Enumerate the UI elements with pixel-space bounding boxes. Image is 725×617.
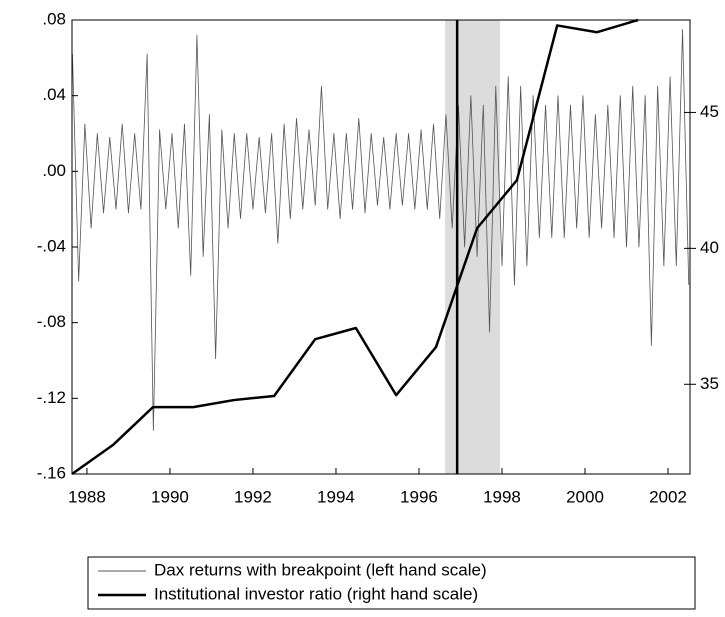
ratio-line — [71, 18, 639, 476]
legend-label: Dax returns with breakpoint (left hand s… — [154, 560, 487, 579]
y-tick-label: -.04 — [37, 236, 66, 255]
x-tick-label: 1996 — [400, 487, 438, 506]
x-tick-label: 1998 — [483, 487, 521, 506]
legend-box — [87, 556, 696, 610]
shaded-range — [445, 20, 500, 474]
x-tick-label: 2002 — [649, 487, 687, 506]
legend-label: Institutional investor ratio (right hand… — [154, 584, 478, 603]
y2-tick-label: 35 — [700, 374, 719, 393]
y-tick-label: .04 — [42, 85, 66, 104]
y-tick-label: -.16 — [37, 463, 66, 482]
y-tick-label: .08 — [42, 9, 66, 28]
y-tick-label: -.08 — [37, 312, 66, 331]
y-tick-label: -.12 — [37, 388, 66, 407]
x-tick-label: 1988 — [68, 487, 106, 506]
y2-tick-label: 40 — [700, 238, 719, 257]
y-tick-label: .00 — [42, 161, 66, 180]
y2-tick-label: 45 — [700, 102, 719, 121]
x-tick-label: 1990 — [151, 487, 189, 506]
x-tick-label: 1992 — [234, 487, 272, 506]
returns-line — [72, 29, 690, 431]
x-tick-label: 2000 — [566, 487, 604, 506]
x-tick-label: 1994 — [317, 487, 355, 506]
